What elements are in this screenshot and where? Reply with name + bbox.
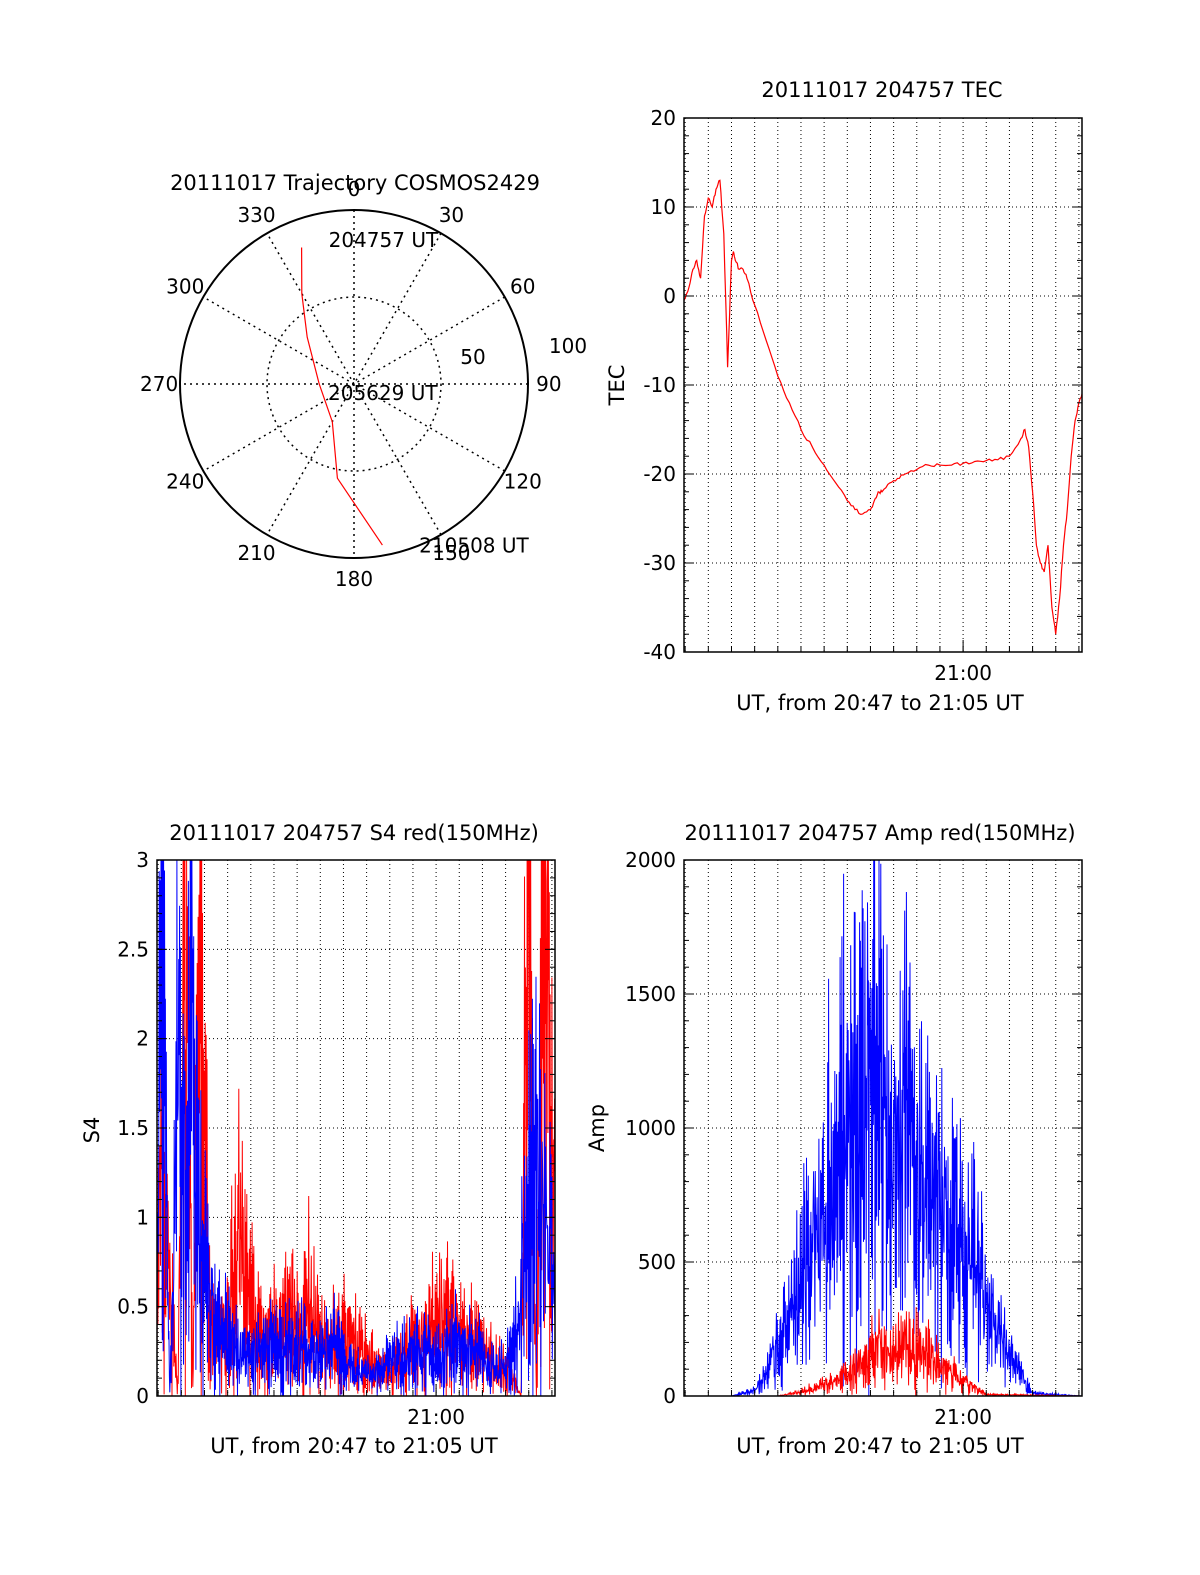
amp-ylabel: Amp bbox=[585, 1104, 609, 1152]
y-tick-label: 0 bbox=[663, 284, 676, 308]
azimuth-label: 270 bbox=[140, 372, 178, 396]
y-tick-label: 10 bbox=[651, 195, 676, 219]
x-tick-label: 21:00 bbox=[934, 661, 992, 685]
trajectory-annotation: 204757 UT bbox=[329, 228, 439, 252]
amp-xlabel: UT, from 20:47 to 21:05 UT bbox=[736, 1434, 1024, 1458]
y-tick-label: -30 bbox=[643, 551, 676, 575]
tec-title: 20111017 204757 TEC bbox=[761, 78, 1002, 102]
tec-grid bbox=[684, 118, 1082, 652]
azimuth-label: 120 bbox=[504, 469, 542, 493]
s4-ylabel: S4 bbox=[80, 1117, 104, 1144]
radial-label: 50 bbox=[460, 345, 485, 369]
y-tick-label: 3 bbox=[136, 848, 149, 872]
y-tick-label: 0 bbox=[136, 1384, 149, 1408]
y-tick-label: 1 bbox=[136, 1205, 149, 1229]
azimuth-label: 0 bbox=[348, 177, 361, 201]
polar-grid-spoke bbox=[266, 232, 442, 536]
azimuth-label: 90 bbox=[536, 372, 561, 396]
trajectory-annotation: 205629 UT bbox=[328, 381, 438, 405]
amp-series bbox=[684, 860, 1082, 1396]
y-tick-label: 0.5 bbox=[117, 1295, 149, 1319]
s4-title: 20111017 204757 S4 red(150MHz) bbox=[169, 821, 539, 845]
y-tick-label: -20 bbox=[643, 462, 676, 486]
y-tick-label: 1000 bbox=[625, 1116, 676, 1140]
y-tick-label: 2 bbox=[136, 1027, 149, 1051]
trajectory-line bbox=[301, 247, 383, 546]
tec-series bbox=[684, 179, 1082, 635]
trajectory-annotation: 210508 UT bbox=[419, 533, 529, 557]
series-line bbox=[684, 860, 1082, 1396]
s4-series bbox=[157, 860, 555, 1396]
x-tick-label: 21:00 bbox=[934, 1405, 992, 1429]
azimuth-label: 150 bbox=[432, 541, 470, 565]
series-line bbox=[157, 860, 555, 1396]
azimuth-label: 300 bbox=[166, 275, 204, 299]
y-tick-label: 0 bbox=[663, 1384, 676, 1408]
amp-title: 20111017 204757 Amp red(150MHz) bbox=[684, 821, 1075, 845]
tec-ylabel: TEC bbox=[605, 365, 629, 407]
y-tick-label: -40 bbox=[643, 640, 676, 664]
y-tick-label: 2.5 bbox=[117, 937, 149, 961]
trajectory-annotations: 204757 UT 205629 UT 210508 UT bbox=[328, 228, 530, 557]
polar-outer-circle bbox=[179, 209, 529, 559]
tec-plot: 20111017 204757 TEC 20 10 0 -10 -20 -30 -40 21:… bbox=[605, 78, 1083, 715]
amp-plot: 20111017 204757 Amp red(150MHz) 2000 1500… bbox=[585, 821, 1083, 1458]
radial-label: 100 bbox=[549, 334, 587, 358]
trajectory-title: 20111017 Trajectory COSMOS2429 bbox=[170, 171, 540, 195]
amp-ticks: 2000 1500 1000 500 0 21:00 bbox=[625, 848, 1082, 1429]
y-tick-label: 1.5 bbox=[117, 1116, 149, 1140]
trajectory-polar-plot: 20111017 Trajectory COSMOS2429 0 30 60 90 12… bbox=[140, 171, 587, 591]
azimuth-label: 240 bbox=[166, 469, 204, 493]
trajectory-series bbox=[301, 247, 383, 546]
azimuth-label: 30 bbox=[439, 203, 464, 227]
s4-ticks: 3 2.5 2 1.5 1 0.5 0 21:00 bbox=[117, 848, 555, 1429]
x-tick-label: 21:00 bbox=[407, 1405, 465, 1429]
azimuth-label: 210 bbox=[237, 541, 275, 565]
y-tick-label: 500 bbox=[638, 1250, 676, 1274]
series-line bbox=[684, 179, 1082, 635]
tec-frame bbox=[683, 117, 1083, 653]
y-tick-label: -10 bbox=[643, 373, 676, 397]
azimuth-label: 60 bbox=[510, 275, 535, 299]
tec-xlabel: UT, from 20:47 to 21:05 UT bbox=[736, 691, 1024, 715]
azimuth-label: 330 bbox=[237, 203, 275, 227]
radial-labels: 50 100 bbox=[460, 334, 587, 369]
y-tick-label: 20 bbox=[651, 106, 676, 130]
azimuth-label: 180 bbox=[335, 567, 373, 591]
y-tick-label: 1500 bbox=[625, 982, 676, 1006]
azimuth-labels: 0 30 60 90 120 150 180 210 240 270 300 330 bbox=[140, 177, 562, 591]
tec-ticks: 20 10 0 -10 -20 -30 -40 21:00 bbox=[643, 106, 1082, 685]
s4-plot: 20111017 204757 S4 red(150MHz) 3 2.5 2 1.5 1… bbox=[80, 821, 556, 1458]
s4-xlabel: UT, from 20:47 to 21:05 UT bbox=[210, 1434, 498, 1458]
y-tick-label: 2000 bbox=[625, 848, 676, 872]
polar-grid-ring bbox=[266, 296, 442, 472]
polar-grid bbox=[180, 210, 528, 558]
